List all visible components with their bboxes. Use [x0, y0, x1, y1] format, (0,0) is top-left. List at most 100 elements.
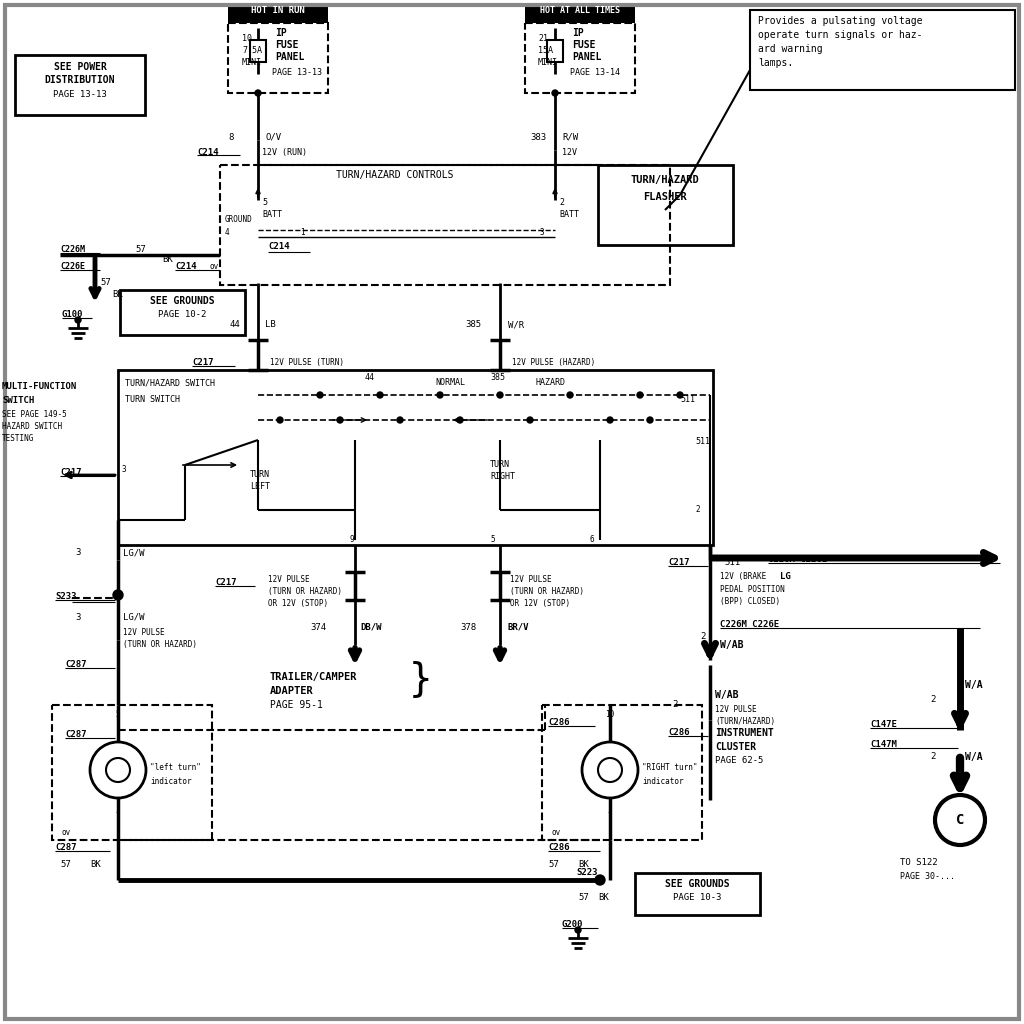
Bar: [598, 165, 733, 245]
Text: C217: C217: [215, 578, 237, 587]
Circle shape: [497, 392, 503, 398]
Text: CLUSTER: CLUSTER: [715, 742, 756, 752]
Text: "RIGHT turn": "RIGHT turn": [642, 763, 697, 772]
Text: 2: 2: [930, 752, 935, 761]
Text: C214: C214: [175, 262, 197, 271]
Text: 3: 3: [540, 228, 545, 237]
Circle shape: [75, 317, 81, 323]
Text: GROUND: GROUND: [225, 215, 253, 224]
Text: S233: S233: [55, 592, 77, 601]
Bar: [52, 705, 212, 840]
Text: G100: G100: [62, 310, 84, 319]
Text: PAGE 10-3: PAGE 10-3: [673, 893, 721, 902]
Text: C: C: [955, 813, 965, 827]
Text: SEE GROUNDS: SEE GROUNDS: [150, 296, 214, 306]
Circle shape: [637, 392, 643, 398]
Circle shape: [552, 90, 558, 96]
Text: }: }: [409, 660, 432, 698]
Text: HAZARD: HAZARD: [535, 378, 565, 387]
Text: SEE GROUNDS: SEE GROUNDS: [665, 879, 729, 889]
Text: 5: 5: [262, 198, 267, 207]
Text: 12V PULSE: 12V PULSE: [268, 575, 309, 584]
Text: W/R: W/R: [508, 319, 524, 329]
Text: 2: 2: [930, 695, 935, 705]
Circle shape: [255, 90, 261, 96]
Text: C286: C286: [548, 843, 569, 852]
Text: LB: LB: [265, 319, 275, 329]
Text: (TURN OR HAZARD): (TURN OR HAZARD): [123, 640, 197, 649]
Text: C214: C214: [197, 148, 218, 157]
Bar: [750, 10, 1015, 90]
Text: SEE PAGE 149-5: SEE PAGE 149-5: [2, 410, 67, 419]
Text: 57: 57: [135, 245, 145, 254]
Text: ov: ov: [210, 262, 219, 271]
Text: C287: C287: [55, 843, 77, 852]
Text: 2: 2: [559, 198, 564, 207]
Text: 10: 10: [605, 710, 614, 719]
Circle shape: [377, 392, 383, 398]
Text: TURN/HAZARD SWITCH: TURN/HAZARD SWITCH: [125, 378, 215, 387]
Text: HOT IN RUN: HOT IN RUN: [251, 6, 305, 15]
Text: PAGE 13-13: PAGE 13-13: [53, 90, 106, 99]
Text: DB/W: DB/W: [360, 623, 382, 632]
Text: IP: IP: [275, 28, 287, 38]
Circle shape: [317, 392, 323, 398]
Text: PAGE 95-1: PAGE 95-1: [270, 700, 323, 710]
Circle shape: [595, 874, 605, 885]
Circle shape: [457, 417, 463, 423]
Text: TURN/HAZARD: TURN/HAZARD: [631, 175, 699, 185]
Text: C226M C226E: C226M C226E: [768, 555, 827, 564]
Text: 15A: 15A: [538, 46, 553, 55]
Text: OR 12V (STOP): OR 12V (STOP): [510, 599, 570, 608]
Text: 2: 2: [700, 632, 706, 641]
Text: BATT: BATT: [262, 210, 282, 219]
Text: C226M: C226M: [60, 245, 85, 254]
Text: (TURN OR HAZARD): (TURN OR HAZARD): [510, 587, 584, 596]
Text: 12V (BRAKE: 12V (BRAKE: [720, 572, 766, 581]
Text: 511: 511: [695, 437, 710, 446]
Text: 3: 3: [122, 465, 127, 474]
Text: 12V (RUN): 12V (RUN): [262, 148, 307, 157]
Text: 57: 57: [100, 278, 111, 287]
Text: PAGE 10-2: PAGE 10-2: [158, 310, 206, 319]
Text: 7: 7: [607, 812, 612, 821]
Text: lamps.: lamps.: [758, 58, 794, 68]
Text: 7: 7: [116, 812, 120, 821]
Text: 383: 383: [530, 133, 546, 142]
Text: W/AB: W/AB: [720, 640, 743, 650]
Text: indicator: indicator: [642, 777, 684, 786]
Text: operate turn signals or haz-: operate turn signals or haz-: [758, 30, 923, 40]
Circle shape: [677, 392, 683, 398]
Circle shape: [397, 417, 403, 423]
Text: C147M: C147M: [870, 740, 897, 749]
Bar: [635, 873, 760, 915]
Text: TESTING: TESTING: [2, 434, 35, 443]
Text: 10: 10: [242, 34, 252, 43]
Circle shape: [567, 392, 573, 398]
Text: FUSE: FUSE: [275, 40, 299, 50]
Text: C287: C287: [65, 660, 86, 669]
Circle shape: [337, 417, 343, 423]
Text: 385: 385: [465, 319, 481, 329]
Text: BK: BK: [162, 255, 173, 264]
Bar: [15, 55, 145, 115]
Text: HAZARD SWITCH: HAZARD SWITCH: [2, 422, 62, 431]
Text: TURN: TURN: [250, 470, 270, 479]
Text: 57: 57: [548, 860, 559, 869]
Text: ov: ov: [552, 828, 561, 837]
Circle shape: [647, 417, 653, 423]
Text: PEDAL POSITION: PEDAL POSITION: [720, 585, 784, 594]
Bar: [228, 23, 328, 93]
Text: ov: ov: [62, 828, 72, 837]
Text: 511: 511: [724, 558, 740, 567]
Text: 378: 378: [460, 623, 476, 632]
Text: Provides a pulsating voltage: Provides a pulsating voltage: [758, 16, 923, 26]
Text: BK: BK: [578, 860, 589, 869]
Text: BK: BK: [598, 893, 608, 902]
Text: (TURN/HAZARD): (TURN/HAZARD): [715, 717, 775, 726]
Circle shape: [113, 590, 123, 600]
Text: BK: BK: [112, 290, 123, 299]
Text: 21: 21: [538, 34, 548, 43]
Text: W/A: W/A: [965, 752, 983, 762]
Text: PAGE 13-13: PAGE 13-13: [272, 68, 322, 77]
